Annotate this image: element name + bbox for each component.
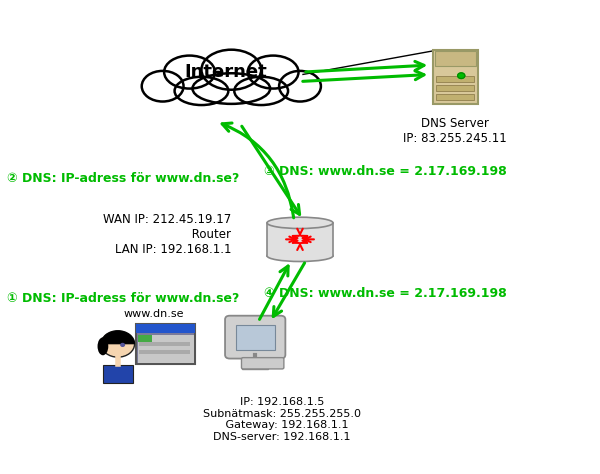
FancyBboxPatch shape [436, 93, 474, 100]
FancyBboxPatch shape [139, 342, 190, 346]
Text: ① DNS: IP-adress för www.dn.se?: ① DNS: IP-adress för www.dn.se? [7, 292, 240, 305]
FancyBboxPatch shape [436, 76, 474, 82]
Text: www.dn.se: www.dn.se [124, 309, 184, 319]
Ellipse shape [175, 77, 229, 105]
FancyBboxPatch shape [137, 336, 152, 342]
FancyBboxPatch shape [241, 357, 284, 369]
FancyBboxPatch shape [136, 324, 196, 333]
Ellipse shape [98, 337, 108, 356]
Ellipse shape [235, 77, 288, 105]
Ellipse shape [193, 73, 270, 104]
FancyBboxPatch shape [434, 51, 476, 66]
FancyBboxPatch shape [433, 50, 478, 104]
Text: ④ DNS: www.dn.se = 2.17.169.198: ④ DNS: www.dn.se = 2.17.169.198 [264, 287, 507, 300]
Ellipse shape [248, 55, 299, 89]
FancyBboxPatch shape [139, 350, 190, 354]
Ellipse shape [142, 71, 184, 101]
FancyBboxPatch shape [267, 223, 333, 256]
Circle shape [121, 344, 124, 346]
Text: ③ DNS: www.dn.se = 2.17.169.198: ③ DNS: www.dn.se = 2.17.169.198 [264, 164, 507, 178]
Ellipse shape [267, 250, 333, 262]
FancyBboxPatch shape [103, 365, 133, 383]
FancyBboxPatch shape [136, 324, 196, 364]
Text: IP: 192.168.1.5
Subnätmask: 255.255.255.0
   Gateway: 192.168.1.1
DNS-server: 19: IP: 192.168.1.5 Subnätmask: 255.255.255.… [203, 397, 361, 442]
Circle shape [458, 73, 465, 79]
Circle shape [101, 331, 134, 357]
FancyBboxPatch shape [137, 335, 194, 363]
FancyBboxPatch shape [436, 84, 474, 91]
FancyBboxPatch shape [242, 363, 268, 369]
Text: ② DNS: IP-adress för www.dn.se?: ② DNS: IP-adress för www.dn.se? [7, 172, 240, 184]
Wedge shape [101, 331, 134, 344]
Text: DNS Server
IP: 83.255.245.11: DNS Server IP: 83.255.245.11 [403, 117, 507, 145]
Ellipse shape [202, 50, 261, 90]
Ellipse shape [279, 71, 321, 101]
Text: WAN IP: 212.45.19.17
         Router
LAN IP: 192.168.1.1: WAN IP: 212.45.19.17 Router LAN IP: 192.… [103, 213, 232, 256]
FancyBboxPatch shape [225, 316, 286, 358]
Text: Internet: Internet [184, 63, 267, 81]
Ellipse shape [164, 55, 215, 89]
FancyBboxPatch shape [236, 325, 275, 350]
Ellipse shape [267, 217, 333, 228]
